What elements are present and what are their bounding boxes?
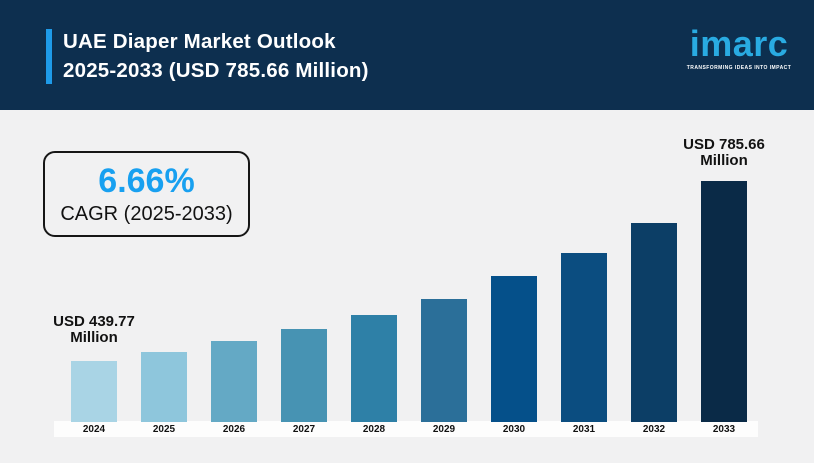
- x-axis-label-2025: 2025: [152, 424, 176, 435]
- bar-2031: [561, 253, 607, 422]
- imarc-logo: imarc TRANSFORMING IDEAS INTO IMPACT: [683, 23, 795, 72]
- bars: [71, 181, 747, 422]
- bar-2027: [281, 329, 327, 422]
- x-axis-label-2027: 2027: [292, 424, 316, 435]
- x-axis-label-2030: 2030: [502, 424, 526, 435]
- bar-2028: [351, 315, 397, 422]
- bar-2032: [631, 223, 677, 422]
- cagr-label: CAGR (2025-2033): [60, 203, 233, 226]
- x-axis-label-2031: 2031: [572, 424, 596, 435]
- title-accent-bar: [46, 29, 52, 84]
- cagr-value: 6.66%: [98, 161, 195, 200]
- bar-2033: [701, 181, 747, 422]
- first-bar-value-line2: Million: [70, 329, 118, 346]
- x-axis-label-2024: 2024: [82, 424, 106, 435]
- x-axis-label-2026: 2026: [222, 424, 246, 435]
- bar-2029: [421, 299, 467, 422]
- first-bar-value-label: USD 439.77 Million: [24, 314, 164, 346]
- page-title-line2: 2025-2033 (USD 785.66 Million): [63, 59, 369, 82]
- last-bar-value-label: USD 785.66 Million: [654, 137, 794, 169]
- x-axis-labels: 2024 2025 2026 2027 2028 2029 2030 2031 2032 2033: [71, 424, 747, 435]
- last-bar-value-line2: Million: [700, 152, 748, 169]
- page-title: UAE Diaper Market Outlook 2025-2033 (USD…: [63, 27, 369, 85]
- last-bar-value-line1: USD 785.66: [683, 136, 765, 153]
- header: UAE Diaper Market Outlook 2025-2033 (USD…: [0, 0, 814, 110]
- x-axis-baseline: [54, 421, 758, 437]
- first-bar-value-line1: USD 439.77: [53, 313, 135, 330]
- bar-2025: [141, 352, 187, 422]
- x-axis-label-2029: 2029: [432, 424, 456, 435]
- x-axis-label-2033: 2033: [712, 424, 736, 435]
- bar-2026: [211, 341, 257, 422]
- x-axis-label-2032: 2032: [642, 424, 666, 435]
- page-title-line1: UAE Diaper Market Outlook: [63, 30, 336, 53]
- cagr-box: 6.66% CAGR (2025-2033): [43, 151, 250, 237]
- bar-2024: [71, 361, 117, 422]
- imarc-logo-tagline: TRANSFORMING IDEAS INTO IMPACT: [686, 65, 792, 71]
- x-axis-label-2028: 2028: [362, 424, 386, 435]
- imarc-logo-text: imarc: [689, 23, 789, 64]
- bar-2030: [491, 276, 537, 422]
